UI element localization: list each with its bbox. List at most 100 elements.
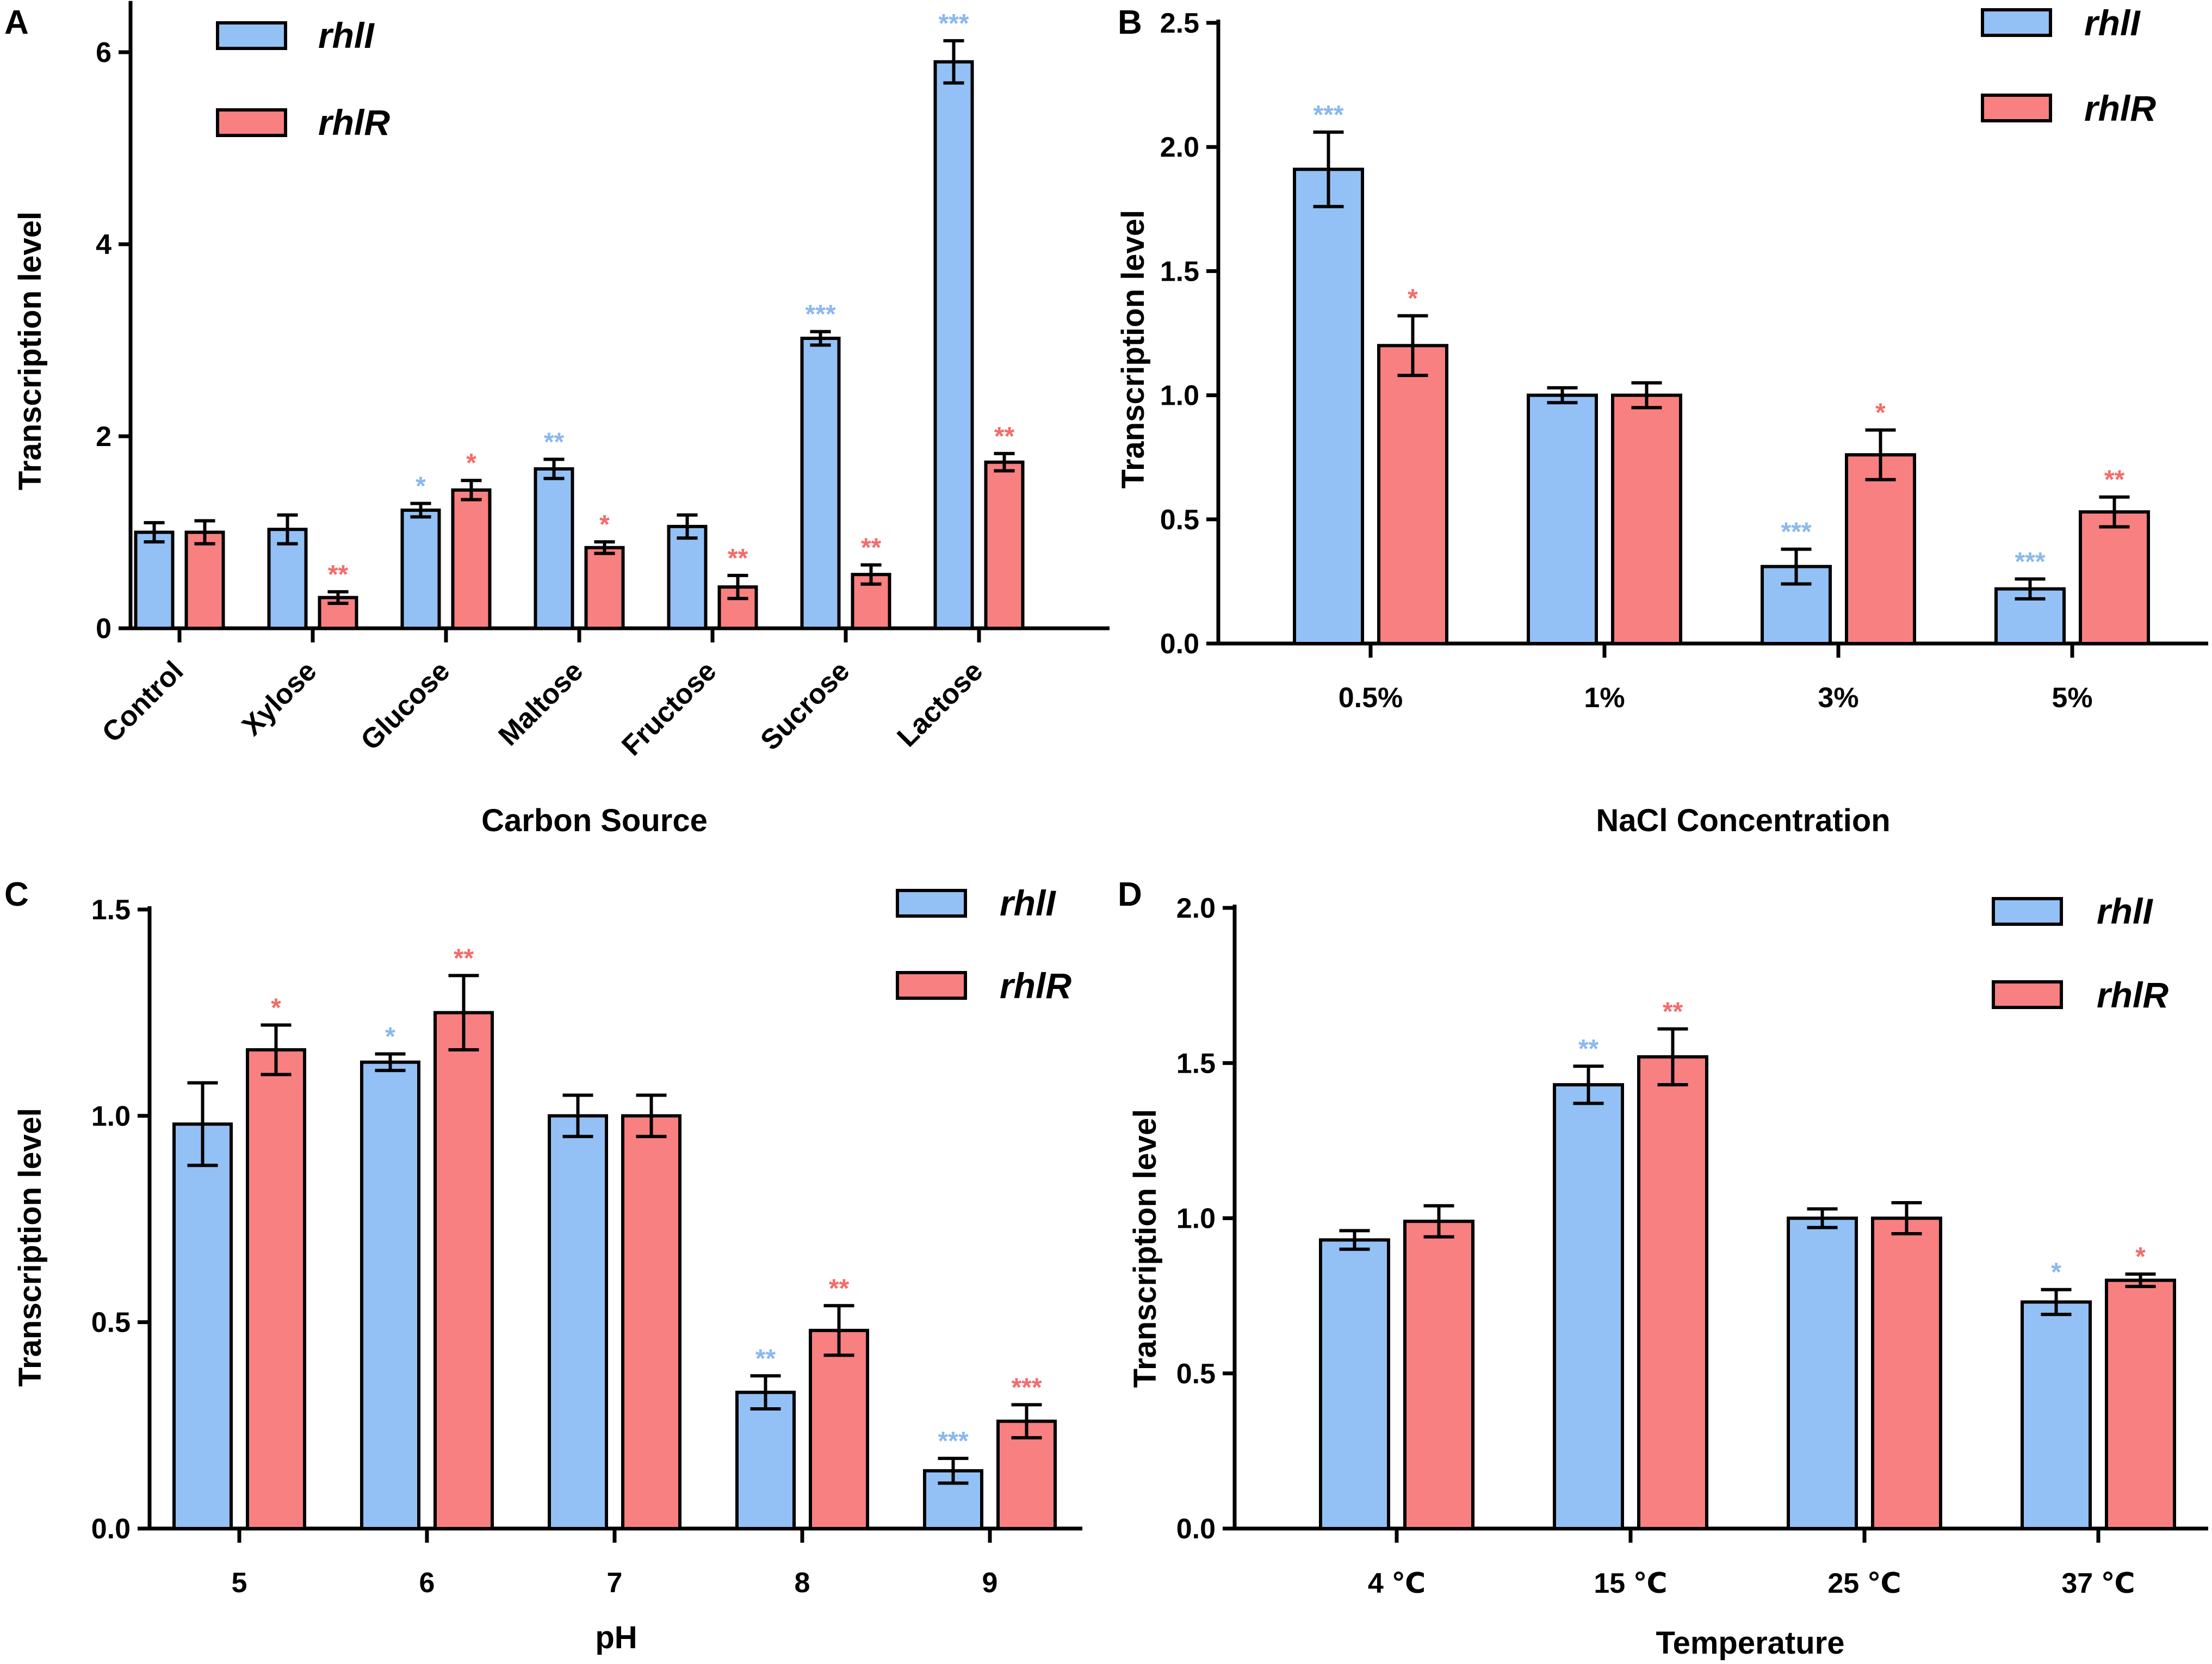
x-tick-label: Sucrose bbox=[754, 655, 856, 756]
significance-marker: * bbox=[271, 993, 281, 1022]
significance-marker: ** bbox=[1663, 997, 1683, 1026]
x-tick-label: 7 bbox=[607, 1567, 623, 1599]
error-bar bbox=[943, 39, 964, 85]
y-tick-label: 0.5 bbox=[1176, 1358, 1216, 1390]
bar-rhli bbox=[1553, 1083, 1624, 1531]
error-bar bbox=[375, 1052, 406, 1072]
x-tick-label: 5% bbox=[2052, 682, 2092, 714]
error-bar bbox=[750, 1374, 781, 1411]
bar-rhli bbox=[2021, 1300, 2092, 1530]
x-tick-label: 37 ℃ bbox=[2061, 1568, 2135, 1599]
error-bar bbox=[594, 540, 615, 555]
significance-marker: ** bbox=[755, 1344, 776, 1373]
error-bar bbox=[994, 451, 1015, 473]
panel-c-legend-label-rhlr: rhlR bbox=[1000, 966, 1071, 1006]
panel-a-legend: rhlI rhlR bbox=[216, 15, 390, 143]
panel-c-x-axis-title: pH bbox=[595, 1620, 637, 1655]
panel-b-legend-label-rhlr: rhlR bbox=[2084, 88, 2156, 128]
error-bar bbox=[1011, 1403, 1042, 1440]
significance-marker: * bbox=[599, 510, 610, 539]
significance-marker: *** bbox=[2015, 547, 2045, 576]
significance-marker: ** bbox=[728, 544, 748, 573]
significance-marker: ** bbox=[2104, 466, 2125, 494]
significance-marker: ** bbox=[829, 1274, 850, 1303]
bar-rhli bbox=[1527, 393, 1598, 645]
bar-rhlr bbox=[984, 460, 1025, 630]
bar-rhlr bbox=[1871, 1216, 1942, 1530]
y-tick-label: 1.5 bbox=[91, 894, 131, 926]
x-tick-label: 25 ℃ bbox=[1827, 1568, 1901, 1599]
x-tick-label: 0.5% bbox=[1339, 682, 1403, 714]
error-bar bbox=[187, 1081, 218, 1167]
x-tick-label: Maltose bbox=[493, 655, 590, 752]
bar-rhlr bbox=[1403, 1220, 1474, 1531]
panel-d-y-axis-title: Transcription level bbox=[1127, 1109, 1163, 1388]
x-tick-label: 6 bbox=[419, 1567, 435, 1599]
error-bar bbox=[1339, 1229, 1370, 1251]
y-tick-label: 1.0 bbox=[91, 1100, 131, 1132]
x-tick-label: 8 bbox=[795, 1567, 810, 1599]
error-bar bbox=[1631, 381, 1662, 410]
error-bar bbox=[860, 563, 882, 586]
error-bar bbox=[727, 573, 748, 601]
y-tick-label: 2.0 bbox=[1176, 893, 1216, 924]
significance-marker: *** bbox=[1011, 1373, 1042, 1402]
y-tick-label: 0.0 bbox=[91, 1513, 131, 1545]
error-bar bbox=[823, 1304, 854, 1357]
error-bar bbox=[2125, 1272, 2156, 1289]
y-tick-label: 0.5 bbox=[1160, 504, 1199, 536]
significance-marker: * bbox=[1875, 398, 1886, 427]
bar-rhlr bbox=[246, 1048, 306, 1530]
y-tick-label: 0.0 bbox=[1160, 628, 1199, 660]
error-bar bbox=[2099, 495, 2130, 529]
panel-d: D Transcription level Temperature rhlI r… bbox=[1118, 876, 2208, 1661]
significance-marker: ** bbox=[544, 428, 565, 456]
error-bar bbox=[327, 590, 349, 605]
error-bar bbox=[2015, 577, 2046, 601]
bar-rhli bbox=[534, 467, 574, 630]
bar-rhlr bbox=[584, 546, 625, 630]
bar-rhlr bbox=[2079, 510, 2150, 645]
panel-c: C Transcription level pH rhlI rhlR 0.0 0.… bbox=[4, 876, 1082, 1655]
significance-marker: ** bbox=[328, 560, 349, 589]
panel-d-letter: D bbox=[1118, 876, 1142, 913]
panel-d-x-axis-title: Temperature bbox=[1656, 1625, 1844, 1661]
bar-rhli bbox=[735, 1390, 796, 1530]
panel-c-y-axis-title: Transcription level bbox=[13, 1108, 48, 1387]
bar-rhli bbox=[1319, 1238, 1390, 1531]
y-tick-label: 1.0 bbox=[1160, 380, 1199, 412]
error-bar bbox=[410, 502, 431, 519]
panel-b-legend: rhlI rhlR bbox=[1981, 3, 2156, 128]
panel-c-legend-swatch-rhlr bbox=[896, 971, 967, 1000]
error-bar bbox=[938, 1457, 969, 1485]
error-bar bbox=[1865, 428, 1896, 481]
bar-rhlr bbox=[451, 488, 492, 630]
panel-a-letter: A bbox=[4, 4, 29, 41]
error-bar bbox=[2041, 1288, 2072, 1316]
bar-rhli bbox=[360, 1060, 420, 1530]
panel-b-y-axis-title: Transcription level bbox=[1116, 210, 1151, 489]
significance-marker: * bbox=[385, 1022, 395, 1051]
error-bar bbox=[1397, 314, 1428, 378]
panel-b-legend-label-rhli: rhlI bbox=[2084, 3, 2141, 43]
y-tick-label: 2 bbox=[96, 421, 111, 453]
significance-marker: *** bbox=[938, 9, 969, 38]
y-tick-label: 0.0 bbox=[1176, 1513, 1216, 1545]
error-bar bbox=[194, 519, 215, 546]
y-tick-label: 0 bbox=[96, 613, 111, 645]
panel-b-letter: B bbox=[1118, 4, 1142, 41]
bar-rhli bbox=[548, 1114, 608, 1531]
panel-c-legend-label-rhli: rhlI bbox=[1000, 883, 1056, 923]
bar-rhlr bbox=[433, 1011, 494, 1530]
panel-b-plot: 0.00.51.01.52.02.50.5%****1% 3%****5%****… bbox=[1160, 8, 2208, 714]
x-tick-label: Glucose bbox=[355, 655, 456, 756]
panel-c-legend-swatch-rhli bbox=[896, 889, 967, 918]
bar-rhli bbox=[400, 508, 441, 630]
y-tick-label: 2.5 bbox=[1160, 8, 1199, 39]
x-tick-label: 5 bbox=[232, 1567, 247, 1599]
panel-c-plot: 0.00.51.01.55*6***7 8****9****** bbox=[91, 894, 1082, 1599]
error-bar bbox=[461, 479, 482, 502]
panel-a-legend-swatch-rhli bbox=[216, 21, 287, 50]
bar-rhli bbox=[800, 336, 841, 630]
y-tick-label: 1.0 bbox=[1176, 1203, 1216, 1235]
